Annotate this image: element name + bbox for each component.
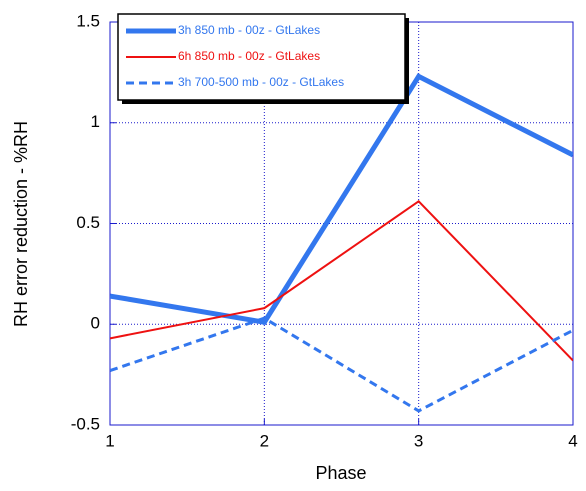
y-tick-label: 1.5 (76, 11, 100, 30)
series-line (110, 73, 573, 325)
y-tick-label: -0.5 (71, 414, 100, 433)
x-axis-title: Phase (315, 463, 366, 483)
y-axis-title: RH error reduction - %RH (11, 121, 31, 327)
legend-label: 3h 850 mb - 00z - GtLakes (178, 23, 320, 37)
legend-label: 3h 700-500 mb - 00z - GtLakes (178, 75, 344, 89)
y-tick-label: 1 (91, 112, 100, 131)
x-tick-label: 1 (105, 431, 114, 450)
x-tick-label: 3 (414, 431, 423, 450)
y-tick-label: 0.5 (76, 213, 100, 232)
series-line (110, 316, 573, 413)
x-tick-label: 2 (260, 431, 269, 450)
y-tick-label: 0 (91, 314, 100, 333)
series-line (110, 200, 573, 362)
legend-label: 6h 850 mb - 00z - GtLakes (178, 49, 320, 63)
x-tick-label: 4 (568, 431, 577, 450)
